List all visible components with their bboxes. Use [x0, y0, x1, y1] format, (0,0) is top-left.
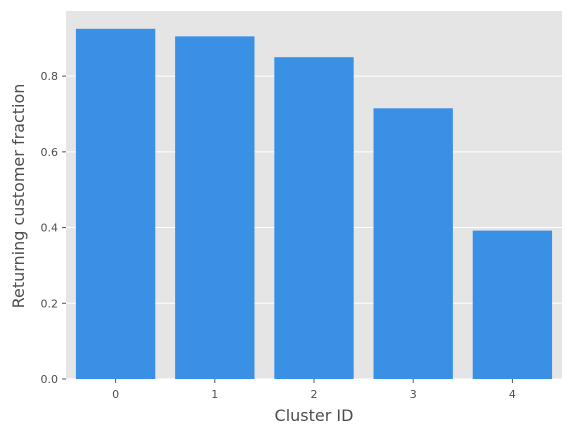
y-axis-ticks: 0.0 0.2 0.4 0.6 0.8	[41, 70, 66, 386]
bar-3	[373, 108, 453, 379]
x-tick-label-3: 3	[410, 388, 417, 401]
x-tick-label-2: 2	[311, 388, 318, 401]
x-axis-ticks: 0 1 2 3 4	[112, 379, 516, 401]
y-tick-label-2: 0.4	[41, 222, 59, 235]
x-tick-label-0: 0	[112, 388, 119, 401]
x-tick-label-4: 4	[509, 388, 516, 401]
bar-0	[75, 28, 156, 379]
y-axis-label: Returning customer fraction	[9, 84, 28, 309]
bar-2	[274, 57, 354, 379]
x-axis-label: Cluster ID	[275, 406, 354, 425]
bars	[75, 28, 553, 379]
bar-4	[472, 230, 553, 379]
y-tick-label-3: 0.6	[41, 146, 59, 159]
bar-1	[175, 36, 255, 379]
y-tick-label-4: 0.8	[41, 70, 59, 83]
y-tick-label-0: 0.0	[41, 373, 59, 386]
x-tick-label-1: 1	[211, 388, 218, 401]
y-tick-label-1: 0.2	[41, 297, 59, 310]
